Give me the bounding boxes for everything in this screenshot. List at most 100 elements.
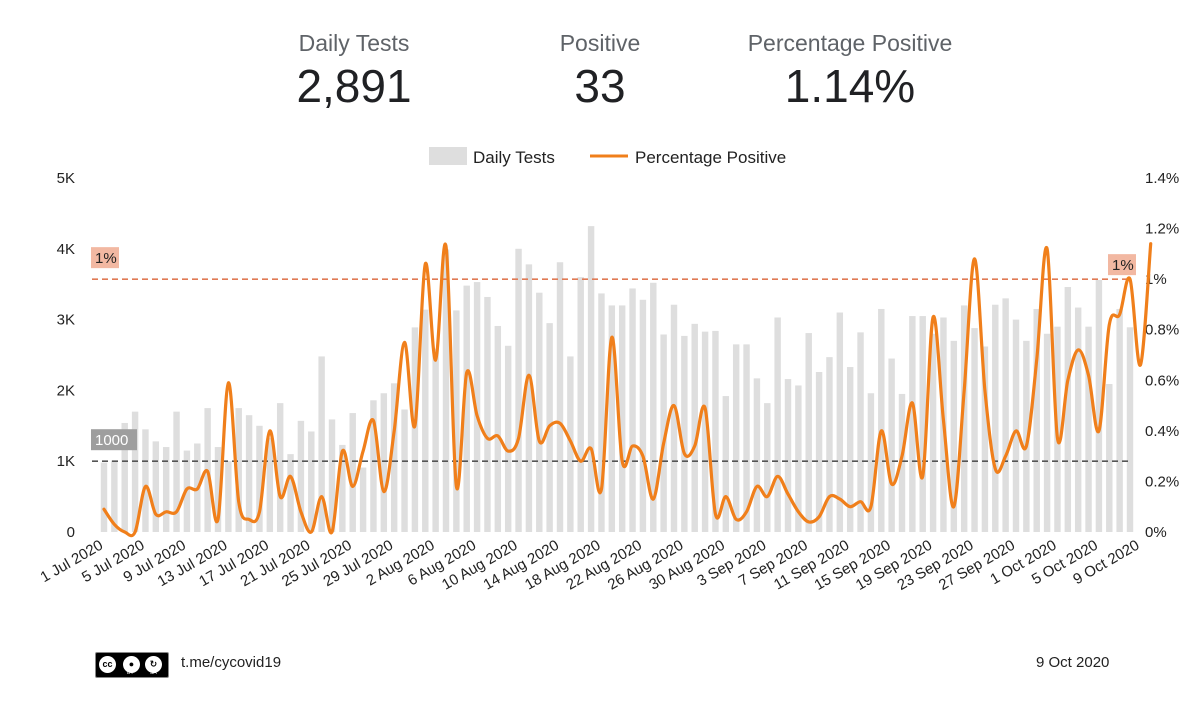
bar bbox=[722, 396, 730, 532]
bar bbox=[898, 393, 906, 532]
bar bbox=[422, 309, 429, 532]
bar bbox=[587, 226, 595, 533]
bar bbox=[608, 305, 616, 532]
bar bbox=[1074, 307, 1082, 532]
bar bbox=[846, 367, 854, 532]
bar bbox=[411, 327, 419, 532]
ref-label-bg bbox=[91, 429, 137, 451]
share-alike-icon: ↻ bbox=[145, 656, 162, 673]
bar bbox=[888, 358, 895, 532]
bar bbox=[743, 344, 750, 532]
bar bbox=[1106, 384, 1113, 532]
bar bbox=[359, 467, 367, 532]
ref-label-bg bbox=[91, 247, 119, 269]
bar bbox=[701, 331, 709, 532]
bar bbox=[795, 385, 802, 532]
sa-label: SA bbox=[150, 670, 157, 676]
bar bbox=[670, 304, 678, 532]
bar bbox=[318, 356, 325, 532]
bar bbox=[152, 441, 160, 532]
bar bbox=[598, 293, 605, 532]
by-person-icon: ● bbox=[123, 656, 140, 673]
bar bbox=[857, 332, 864, 532]
bar bbox=[111, 460, 118, 532]
bar bbox=[225, 461, 232, 532]
bar bbox=[960, 305, 968, 532]
bar bbox=[1126, 327, 1134, 532]
cc-icon: cc bbox=[99, 656, 116, 673]
left-tick-label: 4K bbox=[57, 241, 75, 258]
bar bbox=[577, 277, 584, 532]
bar bbox=[142, 429, 149, 532]
bar bbox=[173, 411, 180, 532]
right-tick-label: 1.2% bbox=[1145, 221, 1179, 238]
bar bbox=[867, 393, 875, 532]
ref-label-left: 1000 bbox=[95, 432, 128, 449]
bar bbox=[442, 249, 450, 532]
ref-label-bg-right bbox=[1108, 254, 1136, 276]
bar bbox=[732, 344, 740, 532]
bar bbox=[650, 282, 657, 532]
bar bbox=[629, 288, 636, 532]
bar bbox=[349, 413, 356, 532]
percentage-positive-line bbox=[102, 242, 1153, 538]
bar bbox=[504, 345, 512, 532]
kpi-positive-value: 33 bbox=[574, 60, 626, 112]
bar bbox=[287, 454, 294, 532]
bar bbox=[121, 422, 128, 532]
right-axis: 0% 0.2% 0.4% 0.6% 0.8% 1% 1.2% 1.4% bbox=[1145, 170, 1179, 541]
bar bbox=[276, 403, 284, 532]
right-tick-label: 0.6% bbox=[1145, 372, 1179, 389]
bar bbox=[515, 248, 522, 533]
kpi-positive: Positive 33 bbox=[500, 28, 700, 112]
kpi-percentage-positive-label: Percentage Positive bbox=[747, 30, 953, 56]
bar bbox=[971, 328, 978, 532]
bar bbox=[929, 333, 937, 532]
left-tick-label: 0 bbox=[67, 524, 75, 541]
combo-chart: Daily Tests Percentage Positive 0 1K 2K 3K 4… bbox=[38, 147, 1179, 594]
bar bbox=[836, 312, 844, 532]
ref-label-right: 1% bbox=[95, 250, 117, 267]
bar bbox=[556, 262, 564, 532]
bar bbox=[214, 447, 222, 532]
bar bbox=[753, 378, 761, 532]
bar bbox=[764, 403, 771, 532]
right-tick-label: 0.8% bbox=[1145, 322, 1179, 339]
by-label: BY bbox=[127, 670, 134, 676]
bar bbox=[950, 340, 958, 532]
kpi-daily-tests: Daily Tests 2,891 bbox=[254, 28, 454, 112]
legend-percentage-positive: Percentage Positive bbox=[635, 148, 786, 167]
bar bbox=[1043, 333, 1051, 532]
bar bbox=[131, 411, 139, 532]
right-tick-label: 0% bbox=[1145, 524, 1167, 541]
right-tick-label: 1.4% bbox=[1145, 170, 1179, 187]
bar bbox=[691, 323, 698, 532]
bar bbox=[463, 285, 470, 532]
left-tick-label: 2K bbox=[57, 382, 75, 399]
left-tick-label: 5K bbox=[57, 170, 75, 187]
left-axis: 0 1K 2K 3K 4K 5K bbox=[57, 170, 75, 541]
bar bbox=[1012, 319, 1020, 532]
bar bbox=[681, 335, 688, 532]
bar bbox=[1033, 308, 1040, 532]
left-tick-label: 3K bbox=[57, 312, 75, 329]
right-tick-label: 0.2% bbox=[1145, 473, 1179, 490]
bars-group bbox=[100, 226, 1134, 533]
bar bbox=[245, 415, 253, 532]
bar bbox=[1023, 340, 1030, 532]
footer-date: 9 Oct 2020 bbox=[1036, 654, 1110, 671]
bar bbox=[784, 379, 792, 532]
line-group bbox=[102, 242, 1153, 538]
right-tick-label: 1% bbox=[1145, 271, 1167, 288]
bar bbox=[525, 264, 533, 532]
bar bbox=[162, 447, 170, 532]
bar bbox=[370, 400, 377, 532]
reference-labels: 1000 1% 1% bbox=[91, 247, 1136, 451]
bar bbox=[1085, 326, 1092, 532]
bar bbox=[339, 444, 346, 532]
cc-license-badge: cc ● ↻ BY SA bbox=[95, 652, 169, 678]
source-link[interactable]: t.me/cycovid19 bbox=[181, 654, 282, 671]
kpi-daily-tests-value: 2,891 bbox=[296, 60, 412, 112]
bar bbox=[639, 299, 647, 532]
